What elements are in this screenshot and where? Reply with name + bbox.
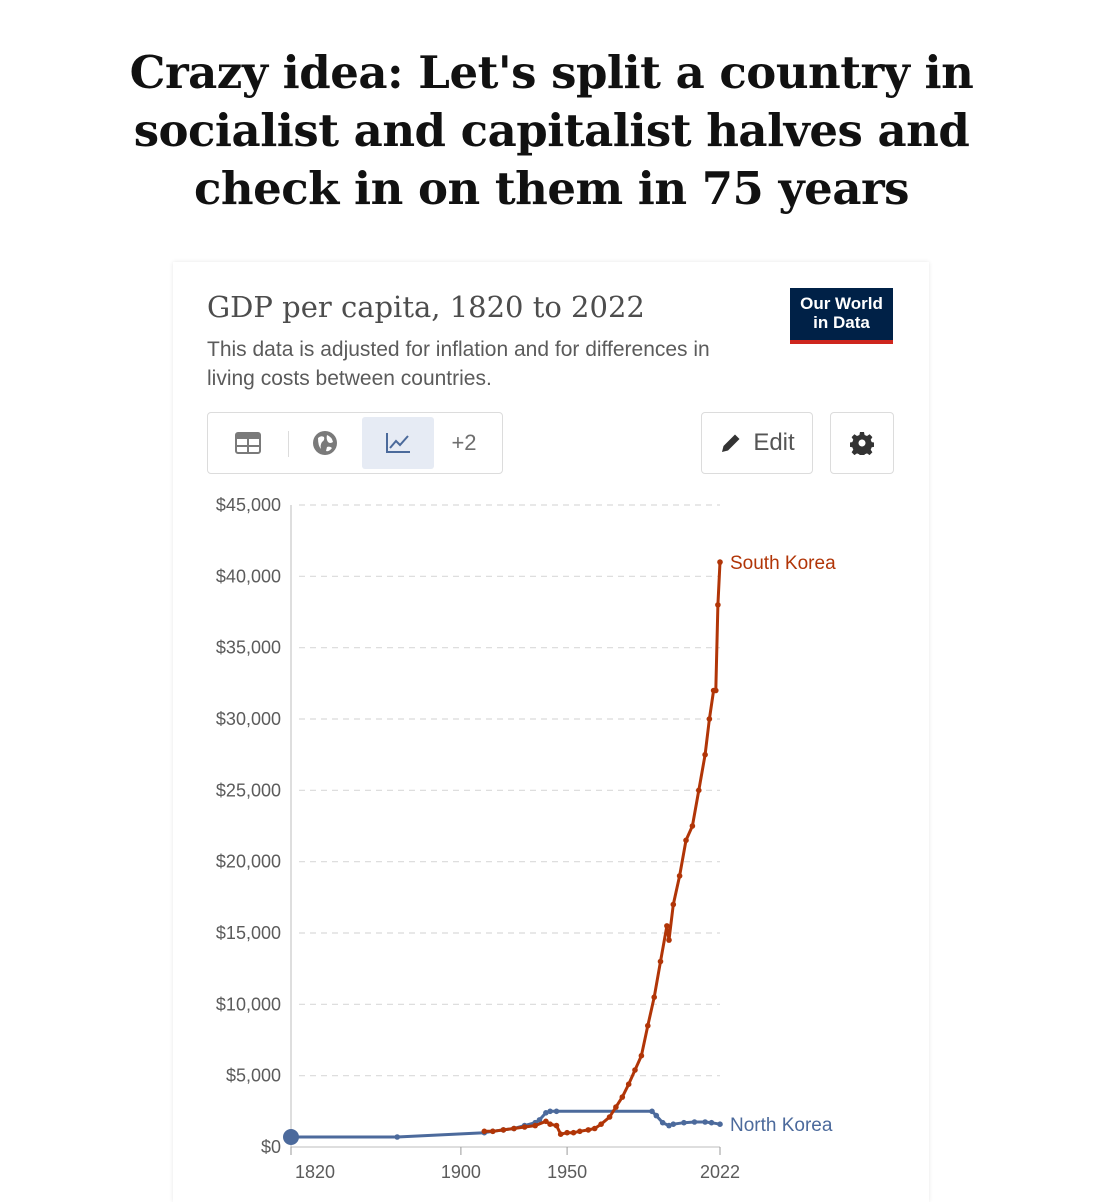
chart-title: GDP per capita, 1820 to 2022: [207, 290, 645, 324]
settings-button[interactable]: [830, 412, 894, 474]
y-tick-label: $20,000: [216, 852, 281, 872]
data-point: [681, 1119, 687, 1126]
data-point: [511, 1125, 517, 1132]
y-tick-label: $10,000: [216, 994, 281, 1014]
tab-more[interactable]: +2: [431, 417, 497, 469]
y-tick-label: $45,000: [216, 495, 281, 515]
data-point: [638, 1052, 645, 1059]
data-point: [598, 1121, 604, 1127]
data-point: [702, 1119, 708, 1125]
tab-table[interactable]: [212, 417, 284, 469]
data-point: [543, 1110, 549, 1116]
headline-line-1: Crazy idea: Let's split a country in: [129, 46, 974, 99]
headline-line-2: socialist and capitalist halves and: [133, 104, 970, 157]
headline-line-3: check in on them in 75 years: [193, 162, 910, 215]
edit-button-label: Edit: [753, 429, 795, 456]
data-point: [649, 1108, 655, 1115]
data-point: [653, 1112, 660, 1119]
data-point: [666, 1122, 672, 1129]
data-point: [683, 837, 689, 844]
data-point: [532, 1122, 538, 1129]
data-point: [696, 787, 702, 794]
data-point: [619, 1094, 626, 1100]
data-point: [657, 958, 664, 965]
logo-line-1: Our World: [800, 294, 883, 313]
data-point: [591, 1125, 598, 1132]
data-point: [490, 1128, 496, 1135]
data-point: [666, 937, 672, 943]
globe-icon: [313, 431, 337, 455]
data-point: [564, 1129, 570, 1136]
x-tick-label: 1820: [295, 1162, 335, 1182]
data-point: [625, 1081, 632, 1087]
data-point: [553, 1108, 560, 1115]
edit-button[interactable]: Edit: [701, 412, 813, 474]
line-chart-icon: [386, 433, 410, 453]
gear-icon: [850, 432, 874, 455]
data-point: [651, 994, 657, 1000]
y-tick-label: $5,000: [226, 1066, 281, 1086]
data-point: [632, 1067, 638, 1073]
tab-chart[interactable]: [362, 417, 434, 469]
data-point: [543, 1118, 549, 1125]
data-point: [664, 923, 670, 929]
series-label: North Korea: [730, 1115, 833, 1136]
data-point: [394, 1134, 401, 1140]
chart-card: GDP per capita, 1820 to 2022 This data i…: [173, 262, 929, 1202]
data-point: [577, 1128, 583, 1135]
y-tick-label: $30,000: [216, 709, 281, 729]
data-point: [670, 1121, 677, 1127]
data-point: [500, 1127, 507, 1133]
tab-divider: [288, 431, 289, 457]
pencil-icon: [722, 434, 740, 452]
data-point: [717, 559, 723, 565]
data-point: [570, 1129, 577, 1136]
data-point: [645, 1022, 651, 1029]
y-tick-label: $35,000: [216, 638, 281, 658]
y-tick-label: $40,000: [216, 566, 281, 586]
series-start-marker: [283, 1129, 299, 1146]
chart-tab-bar: +2: [207, 412, 503, 474]
tab-map[interactable]: [289, 417, 361, 469]
x-tick-label: 1900: [441, 1162, 481, 1182]
data-point: [557, 1131, 564, 1137]
data-point: [553, 1122, 560, 1129]
data-point: [717, 1121, 723, 1127]
data-point: [613, 1104, 619, 1110]
data-point: [521, 1124, 528, 1130]
data-point: [547, 1121, 553, 1127]
x-tick-label: 2022: [700, 1162, 740, 1182]
data-point: [536, 1117, 543, 1123]
data-point: [715, 602, 721, 608]
chart-subtitle: This data is adjusted for inflation and …: [207, 338, 710, 390]
data-point: [606, 1114, 613, 1120]
more-tabs-label: +2: [451, 430, 477, 455]
headline: Crazy idea: Let's split a country in soc…: [0, 44, 1103, 218]
series-label: South Korea: [730, 553, 836, 574]
data-point: [689, 823, 696, 829]
data-point: [670, 901, 677, 908]
data-point: [481, 1128, 488, 1135]
x-tick-label: 1950: [547, 1162, 587, 1182]
data-point: [585, 1127, 592, 1133]
y-tick-label: $0: [261, 1137, 281, 1157]
table-icon: [235, 432, 261, 454]
data-point: [691, 1119, 698, 1125]
data-point: [713, 687, 719, 694]
data-point: [706, 716, 713, 722]
data-point: [676, 873, 683, 879]
owid-logo[interactable]: Our World in Data: [790, 288, 893, 344]
data-point: [547, 1108, 553, 1115]
y-tick-label: $25,000: [216, 780, 281, 800]
data-point: [659, 1119, 666, 1126]
data-point: [702, 751, 708, 758]
y-tick-label: $15,000: [216, 923, 281, 943]
data-point: [708, 1119, 715, 1126]
logo-line-2: in Data: [813, 313, 870, 332]
